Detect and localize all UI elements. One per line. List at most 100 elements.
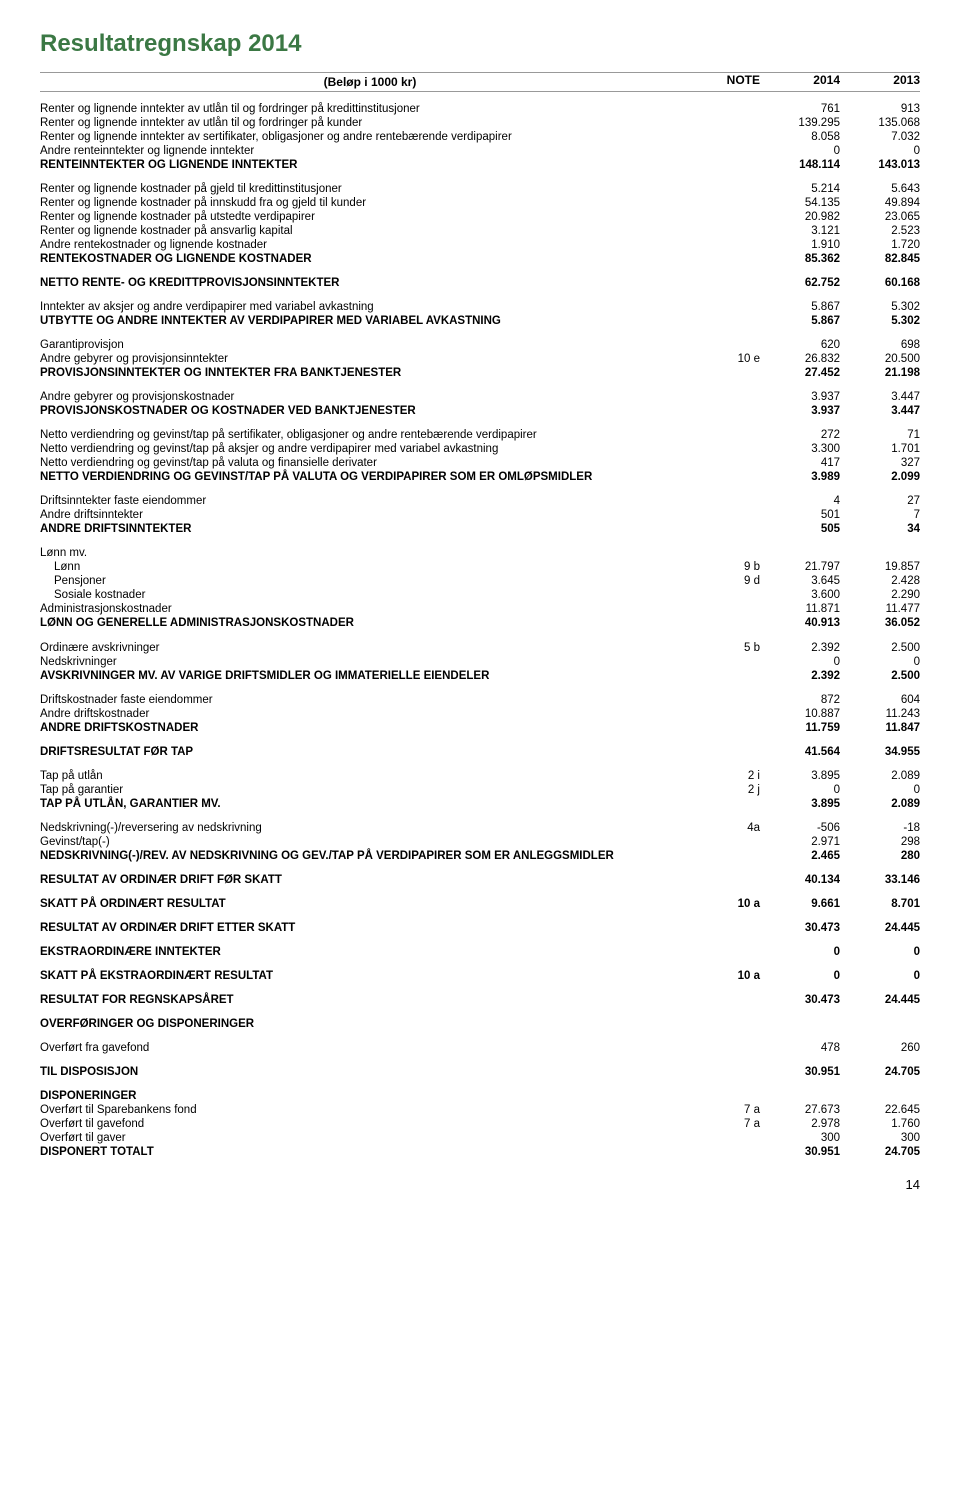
row-note [700, 588, 770, 602]
row-note [700, 1089, 770, 1103]
row-value-2014: 2.978 [770, 1117, 850, 1131]
row-label: RESULTAT AV ORDINÆR DRIFT FØR SKATT [40, 873, 700, 887]
row-value-2014: 30.473 [770, 993, 850, 1007]
row-note: 2 j [700, 783, 770, 797]
row-value-2014 [770, 1017, 850, 1031]
table-row: TIL DISPOSISJON30.95124.705 [40, 1065, 920, 1079]
table-row: DRIFTSRESULTAT FØR TAP41.56434.955 [40, 745, 920, 759]
row-label: RENTEKOSTNADER OG LIGNENDE KOSTNADER [40, 252, 700, 266]
row-label: Andre driftskostnader [40, 707, 700, 721]
row-value-2014: 54.135 [770, 196, 850, 210]
row-value-2014 [770, 1089, 850, 1103]
row-value-2013: 2.290 [850, 588, 920, 602]
table-row: Andre driftskostnader 10.88711.243 [40, 707, 920, 721]
row-label: ANDRE DRIFTSKOSTNADER [40, 721, 700, 735]
row-label: OVERFØRINGER OG DISPONERINGER [40, 1017, 700, 1031]
row-value-2013: 2.089 [850, 769, 920, 783]
row-note [700, 797, 770, 811]
section: Renter og lignende kostnader på gjeld ti… [40, 182, 920, 266]
row-value-2013: 33.146 [850, 873, 920, 887]
row-value-2013: 11.243 [850, 707, 920, 721]
row-value-2013: 2.099 [850, 470, 920, 484]
row-label: EKSTRAORDINÆRE INNTEKTER [40, 945, 700, 959]
section: DISPONERINGEROverført til Sparebankens f… [40, 1089, 920, 1159]
row-label: UTBYTTE OG ANDRE INNTEKTER AV VERDIPAPIR… [40, 314, 700, 328]
table-row: Renter og lignende inntekter av utlån ti… [40, 116, 920, 130]
row-value-2014: 3.937 [770, 390, 850, 404]
table-row: AVSKRIVNINGER MV. AV VARIGE DRIFTSMIDLER… [40, 669, 920, 683]
table-row: Renter og lignende kostnader på gjeld ti… [40, 182, 920, 196]
table-row: Renter og lignende kostnader på innskudd… [40, 196, 920, 210]
table-row: Overført til Sparebankens fond7 a27.6732… [40, 1103, 920, 1117]
col-header-note: NOTE [700, 73, 770, 91]
row-note [700, 707, 770, 721]
row-value-2013: -18 [850, 821, 920, 835]
row-note [700, 158, 770, 172]
row-note [700, 456, 770, 470]
row-label: RESULTAT AV ORDINÆR DRIFT ETTER SKATT [40, 921, 700, 935]
row-note [700, 196, 770, 210]
row-note [700, 1131, 770, 1145]
col-header-2014: 2014 [770, 73, 850, 91]
row-value-2014: 10.887 [770, 707, 850, 721]
row-value-2014: 4 [770, 494, 850, 508]
row-value-2013: 143.013 [850, 158, 920, 172]
row-value-2013: 2.500 [850, 641, 920, 655]
row-value-2013: 135.068 [850, 116, 920, 130]
table-row: Netto verdiendring og gevinst/tap på val… [40, 456, 920, 470]
row-label: Renter og lignende kostnader på ansvarli… [40, 224, 700, 238]
table-row: Tap på utlån2 i3.8952.089 [40, 769, 920, 783]
row-label: NEDSKRIVNING(-)/REV. AV NEDSKRIVNING OG … [40, 849, 700, 863]
table-row: PROVISJONSINNTEKTER OG INNTEKTER FRA BAN… [40, 366, 920, 380]
row-note [700, 238, 770, 252]
table-row: Nedskrivning(-)/reversering av nedskrivn… [40, 821, 920, 835]
row-note [700, 1041, 770, 1055]
row-value-2013 [850, 546, 920, 560]
row-value-2014: 26.832 [770, 352, 850, 366]
table-row: Driftskostnader faste eiendommer872604 [40, 693, 920, 707]
row-label: Renter og lignende kostnader på innskudd… [40, 196, 700, 210]
row-value-2014: 148.114 [770, 158, 850, 172]
row-note [700, 546, 770, 560]
row-value-2013: 82.845 [850, 252, 920, 266]
row-value-2014: 501 [770, 508, 850, 522]
row-note: 4a [700, 821, 770, 835]
row-value-2013: 280 [850, 849, 920, 863]
row-value-2013: 0 [850, 144, 920, 158]
row-value-2013: 21.198 [850, 366, 920, 380]
row-value-2014: 0 [770, 655, 850, 669]
row-note [700, 945, 770, 959]
row-label: Driftskostnader faste eiendommer [40, 693, 700, 707]
section: RESULTAT AV ORDINÆR DRIFT FØR SKATT40.13… [40, 873, 920, 887]
subtitle: (Beløp i 1000 kr) [40, 73, 700, 91]
row-value-2014: 2.971 [770, 835, 850, 849]
row-label: Andre rentekostnader og lignende kostnad… [40, 238, 700, 252]
table-row: Andre gebyrer og provisjonsinntekter10 e… [40, 352, 920, 366]
table-row: Andre renteinntekter og lignende inntekt… [40, 144, 920, 158]
row-value-2013: 298 [850, 835, 920, 849]
row-note [700, 1145, 770, 1159]
row-value-2014: 8.058 [770, 130, 850, 144]
row-label: Renter og lignende kostnader på gjeld ti… [40, 182, 700, 196]
row-value-2013: 3.447 [850, 404, 920, 418]
section: DRIFTSRESULTAT FØR TAP41.56434.955 [40, 745, 920, 759]
table-row: Andre rentekostnader og lignende kostnad… [40, 238, 920, 252]
row-value-2013: 23.065 [850, 210, 920, 224]
row-value-2014: 3.895 [770, 769, 850, 783]
table-row: Nedskrivninger00 [40, 655, 920, 669]
row-value-2013: 327 [850, 456, 920, 470]
row-value-2014: 3.937 [770, 404, 850, 418]
row-label: Overført fra gavefond [40, 1041, 700, 1055]
row-label: DRIFTSRESULTAT FØR TAP [40, 745, 700, 759]
table-row: Netto verdiendring og gevinst/tap på ser… [40, 428, 920, 442]
table-row: Ordinære avskrivninger5 b2.3922.500 [40, 641, 920, 655]
row-label: Sosiale kostnader [40, 588, 700, 602]
row-value-2014: 2.392 [770, 669, 850, 683]
row-label: SKATT PÅ ORDINÆRT RESULTAT [40, 897, 700, 911]
row-value-2014: 3.645 [770, 574, 850, 588]
table-row: ANDRE DRIFTSINNTEKTER50534 [40, 522, 920, 536]
row-value-2013: 34 [850, 522, 920, 536]
table-row: Overført fra gavefond478260 [40, 1041, 920, 1055]
row-value-2013: 24.445 [850, 921, 920, 935]
row-note [700, 314, 770, 328]
